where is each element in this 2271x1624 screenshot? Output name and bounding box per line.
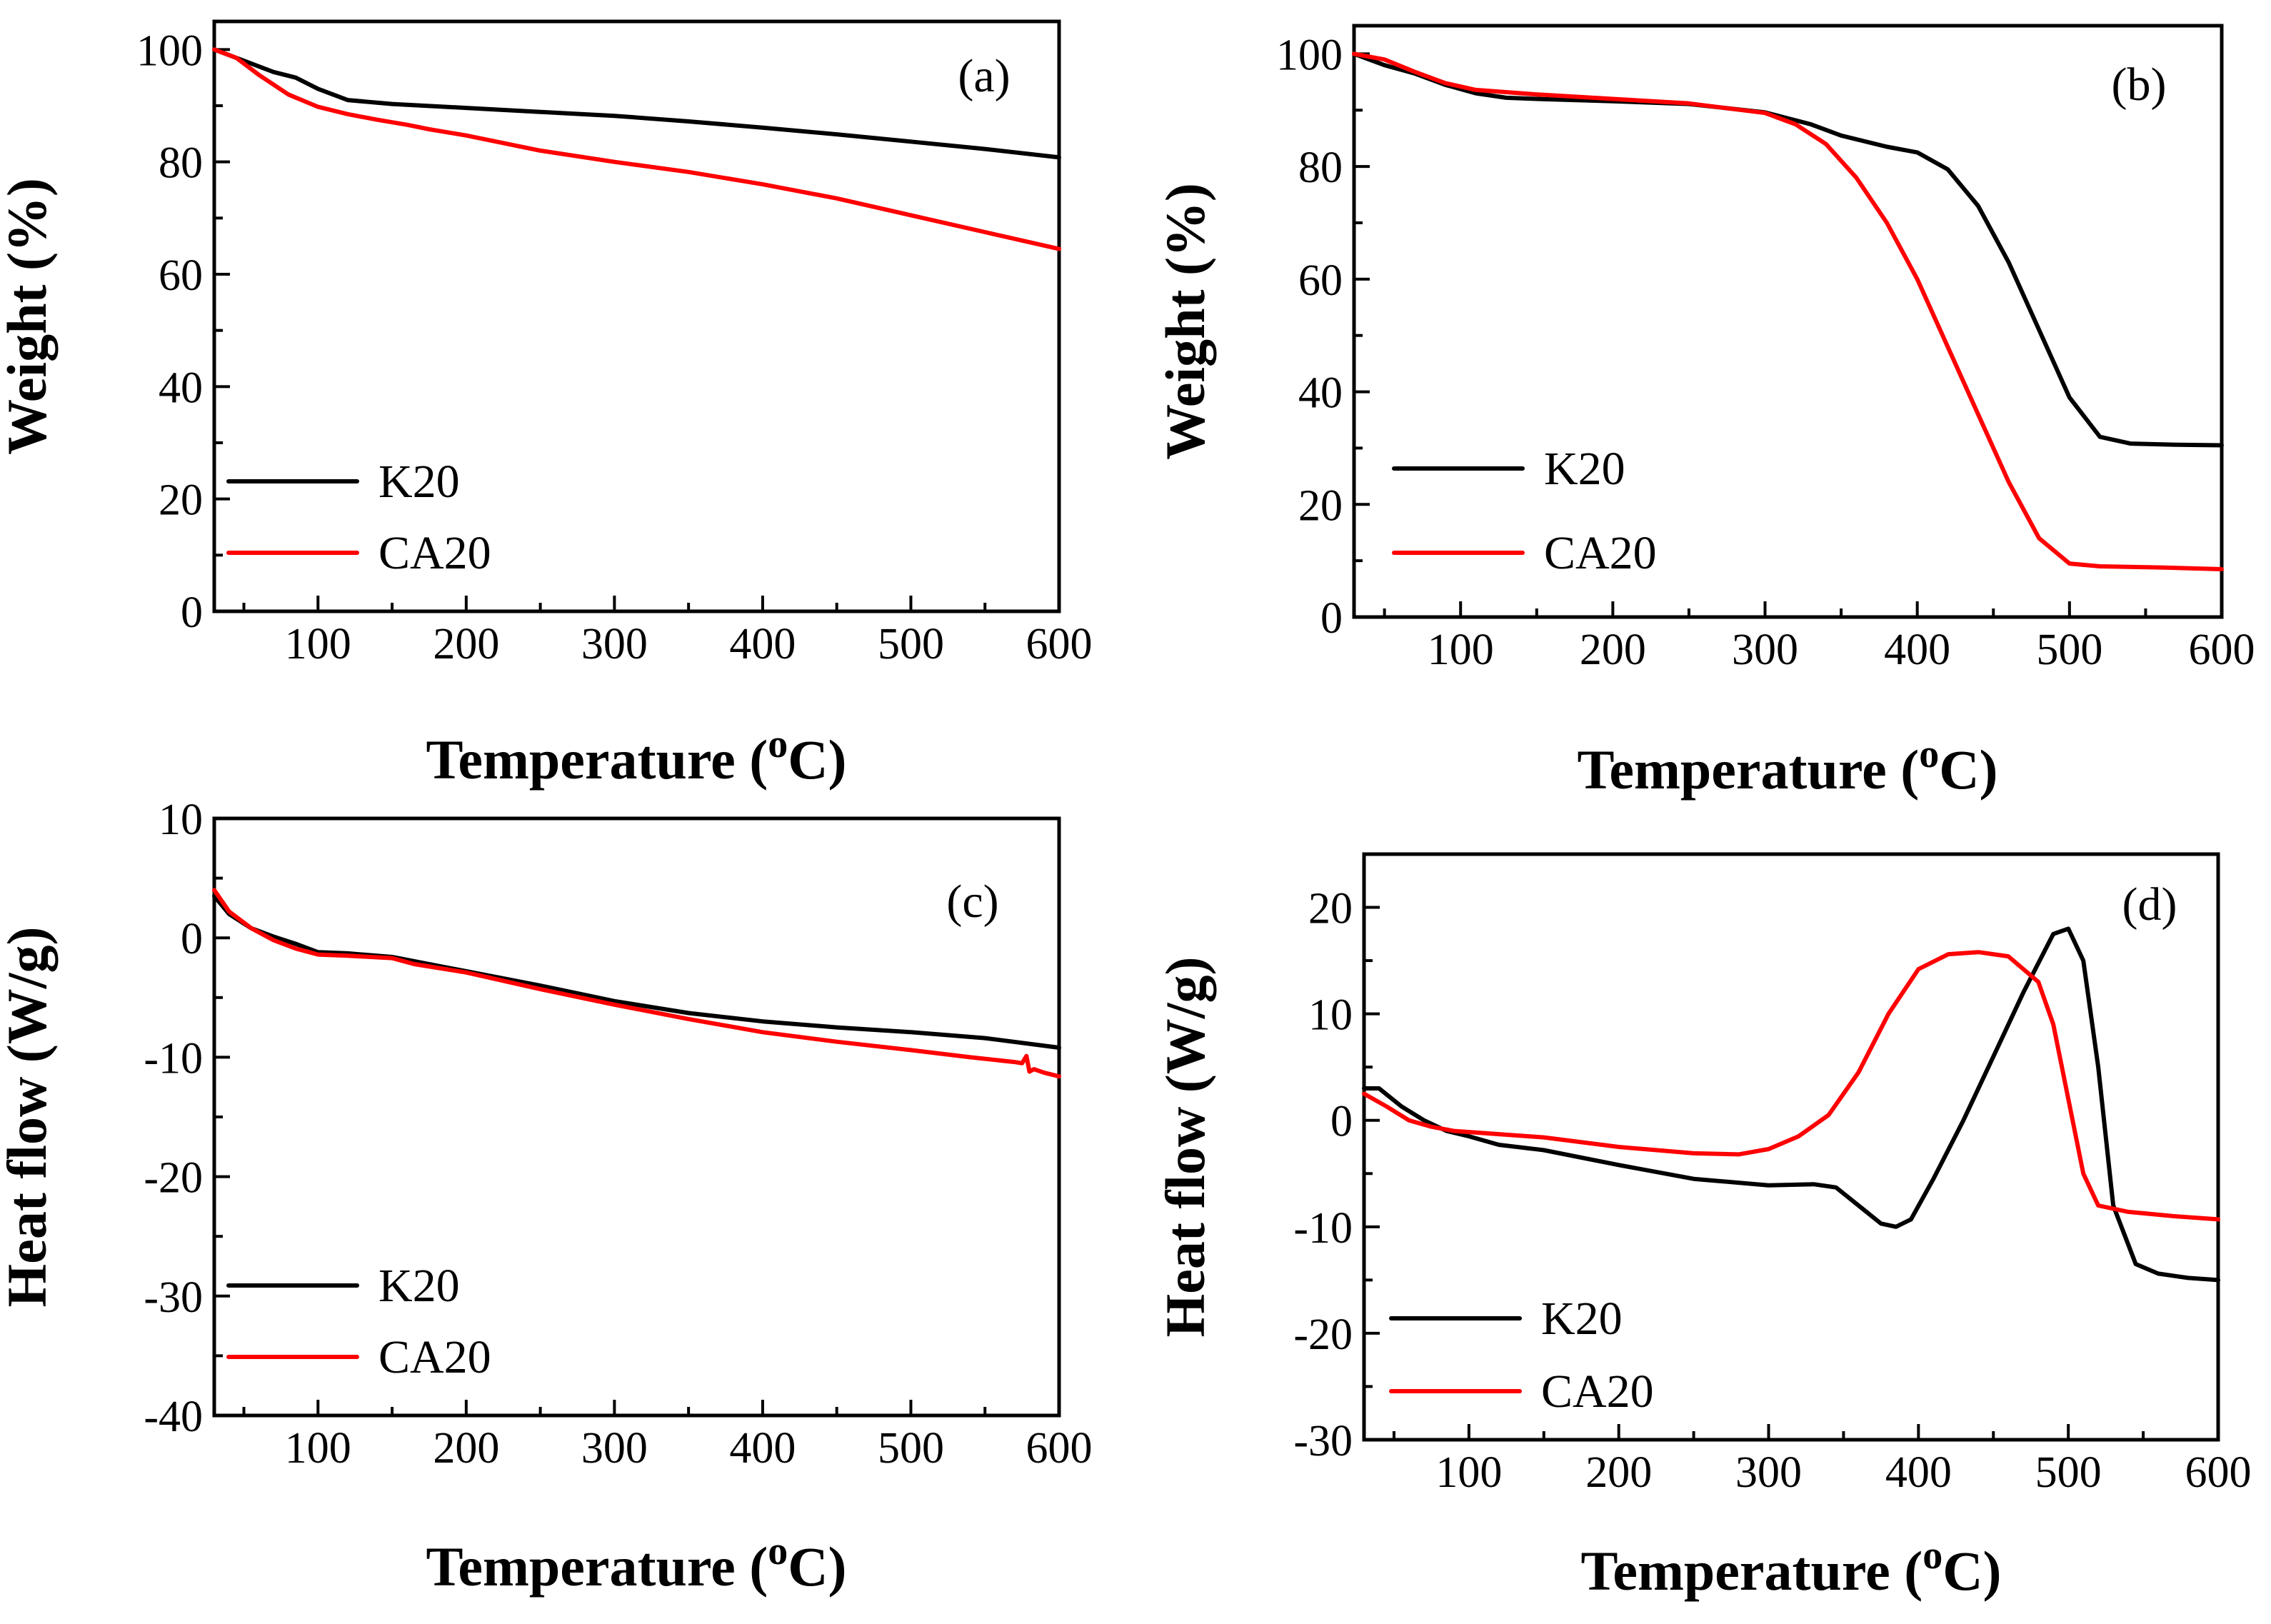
legend-label-ca20: CA20 bbox=[1541, 1365, 1654, 1418]
y-tick-label: 40 bbox=[1298, 369, 1343, 418]
y-tick-label: 80 bbox=[1298, 144, 1343, 192]
x-tick-label: 400 bbox=[729, 1424, 796, 1473]
x-tick-label: 400 bbox=[1884, 626, 1950, 674]
x-axis-title: Temperature (oC) bbox=[1577, 732, 1997, 801]
x-axis-title: Temperature (oC) bbox=[426, 722, 846, 791]
x-tick-label: 200 bbox=[433, 1424, 499, 1473]
x-tick-label: 500 bbox=[878, 1424, 944, 1473]
legend-label-k20: K20 bbox=[378, 456, 460, 508]
y-tick-label: 0 bbox=[181, 915, 203, 963]
plot-frame bbox=[212, 816, 1061, 1418]
y-tick-label: -30 bbox=[144, 1273, 203, 1322]
y-tick-label: 0 bbox=[181, 588, 203, 637]
y-tick-label: 10 bbox=[159, 796, 203, 844]
x-tick-label: 400 bbox=[1885, 1448, 1952, 1497]
panel-label: (d) bbox=[2122, 878, 2177, 931]
y-tick-label: 20 bbox=[159, 476, 203, 525]
y-tick-label: -20 bbox=[144, 1154, 203, 1203]
y-tick-label: 100 bbox=[136, 26, 203, 75]
y-tick-label: -30 bbox=[1293, 1417, 1353, 1465]
x-tick-label: 400 bbox=[729, 620, 796, 668]
y-axis-title: Weight (%) bbox=[1154, 183, 1216, 460]
panel-a: 100 200 300 400 500 600 0 20 40 60 80 100 Weight (%)… bbox=[0, 19, 1093, 791]
x-tick-label: 100 bbox=[1428, 626, 1494, 674]
series-line-k20 bbox=[212, 47, 1061, 160]
y-axis-title: Heat flow (W/g) bbox=[0, 927, 58, 1308]
series-line-ca20 bbox=[1352, 51, 2224, 571]
y-tick-label: 20 bbox=[1298, 481, 1343, 530]
series-line-ca20 bbox=[212, 47, 1061, 251]
legend-label-k20: K20 bbox=[1544, 443, 1625, 495]
x-tick-label: 600 bbox=[2185, 1448, 2252, 1497]
legend-label-k20: K20 bbox=[1541, 1293, 1623, 1345]
series-line-k20 bbox=[212, 893, 1061, 1050]
x-axis-title: Temperature (oC) bbox=[1580, 1533, 2001, 1602]
legend-label-ca20: CA20 bbox=[1544, 527, 1657, 579]
y-tick-label: 60 bbox=[1298, 256, 1343, 305]
x-tick-label: 100 bbox=[1435, 1448, 1502, 1497]
panel-label: (b) bbox=[2112, 59, 2167, 111]
y-tick-label: 0 bbox=[1330, 1098, 1353, 1146]
y-tick-label: 10 bbox=[1308, 991, 1353, 1040]
legend-label-ca20: CA20 bbox=[378, 1331, 491, 1383]
y-tick-label: -40 bbox=[144, 1393, 203, 1441]
y-tick-label: 60 bbox=[159, 251, 203, 300]
y-tick-label: -20 bbox=[1293, 1310, 1353, 1359]
panel-label: (a) bbox=[958, 50, 1010, 102]
y-tick-label: 20 bbox=[1308, 885, 1353, 933]
x-tick-label: 100 bbox=[285, 1424, 351, 1473]
x-tick-label: 200 bbox=[1585, 1448, 1652, 1497]
series-line-ca20 bbox=[212, 888, 1061, 1079]
legend-label-ca20: CA20 bbox=[378, 527, 491, 579]
x-tick-label: 600 bbox=[2189, 626, 2255, 674]
y-tick-label: 0 bbox=[1320, 594, 1343, 643]
y-axis-title: Heat flow (W/g) bbox=[1154, 957, 1216, 1338]
legend-label-k20: K20 bbox=[378, 1260, 460, 1312]
y-tick-label: -10 bbox=[144, 1034, 203, 1083]
panel-d: 100 200 300 400 500 600 -30 -20 -10 0 10 20 Heat flo… bbox=[1154, 852, 2252, 1602]
x-tick-label: 600 bbox=[1026, 620, 1093, 668]
series-line-k20 bbox=[1352, 51, 2224, 448]
x-tick-label: 600 bbox=[1026, 1424, 1093, 1473]
x-tick-label: 500 bbox=[878, 620, 944, 668]
y-tick-label: -10 bbox=[1293, 1204, 1353, 1253]
x-tick-label: 500 bbox=[2036, 626, 2102, 674]
x-tick-label: 300 bbox=[581, 620, 648, 668]
x-tick-label: 200 bbox=[1580, 626, 1646, 674]
x-tick-label: 500 bbox=[2035, 1448, 2102, 1497]
panel-label: (c) bbox=[946, 876, 998, 928]
x-tick-label: 300 bbox=[581, 1424, 648, 1473]
x-axis-title: Temperature (oC) bbox=[426, 1529, 846, 1598]
y-tick-label: 100 bbox=[1276, 31, 1343, 79]
y-tick-label: 40 bbox=[159, 364, 203, 412]
series-line-k20 bbox=[1362, 926, 2220, 1283]
x-tick-label: 100 bbox=[285, 620, 351, 668]
x-tick-label: 300 bbox=[1735, 1448, 1802, 1497]
y-tick-label: 80 bbox=[159, 139, 203, 188]
plot-frame bbox=[1352, 24, 2224, 619]
panel-c: 100 200 300 400 500 600 -40 -30 -20 -10 0 10 Heat fl… bbox=[0, 796, 1093, 1598]
plot-frame bbox=[212, 19, 1061, 613]
plot-frame bbox=[1362, 852, 2220, 1442]
y-axis-title: Weight (%) bbox=[0, 178, 58, 455]
panel-b: 100 200 300 400 500 600 0 20 40 60 80 100 Weight (%)… bbox=[1154, 24, 2255, 801]
series-line-ca20 bbox=[1362, 950, 2220, 1222]
x-tick-label: 200 bbox=[433, 620, 499, 668]
x-tick-label: 300 bbox=[1732, 626, 1798, 674]
